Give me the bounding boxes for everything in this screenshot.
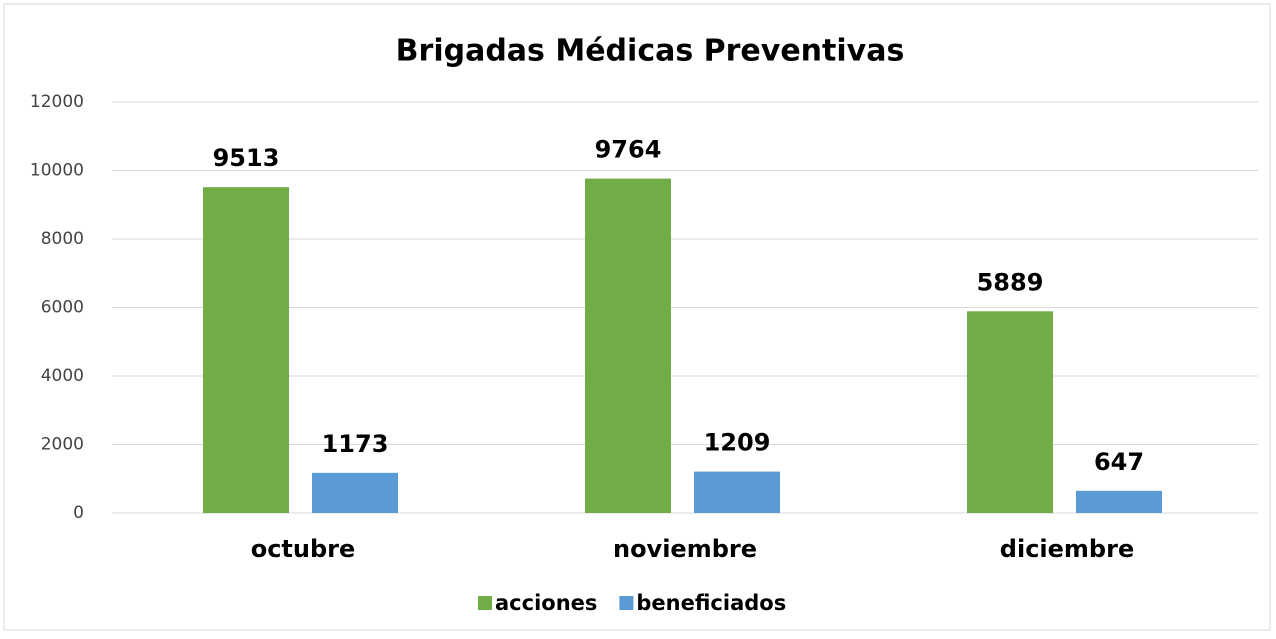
bar — [585, 178, 671, 513]
y-tick-label: 6000 — [41, 298, 84, 318]
y-tick-label: 2000 — [41, 435, 84, 455]
value-label: 1173 — [322, 430, 389, 458]
legend-swatch — [478, 596, 492, 610]
value-label: 647 — [1094, 448, 1144, 476]
y-tick-label: 4000 — [41, 366, 84, 386]
x-tick-label: noviembre — [613, 535, 757, 563]
bar — [967, 311, 1053, 513]
y-tick-label: 10000 — [30, 161, 84, 181]
bar — [1076, 490, 1162, 513]
value-label: 9513 — [213, 144, 280, 172]
bar — [312, 472, 398, 513]
x-tick-label: octubre — [251, 535, 356, 563]
legend-label: beneficiados — [636, 591, 786, 615]
y-tick-label: 0 — [73, 503, 84, 523]
value-label: 1209 — [704, 429, 771, 457]
bar — [203, 187, 289, 513]
value-label: 9764 — [595, 136, 662, 164]
x-tick-label: diciembre — [1000, 535, 1134, 563]
bar — [694, 471, 780, 513]
value-label: 5889 — [977, 268, 1044, 296]
y-tick-label: 8000 — [41, 229, 84, 249]
legend-label: acciones — [495, 591, 597, 615]
legend-swatch — [619, 596, 634, 610]
y-tick-label: 12000 — [30, 92, 84, 112]
chart-title: Brigadas Médicas Preventivas — [396, 34, 905, 69]
